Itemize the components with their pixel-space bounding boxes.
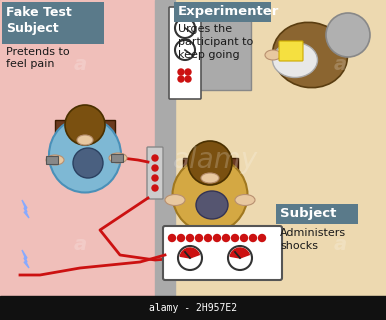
Bar (155, 0, 175, 296)
Bar (173, 0, 386, 296)
Polygon shape (22, 200, 29, 218)
FancyBboxPatch shape (276, 204, 358, 224)
Circle shape (188, 141, 232, 185)
Text: a: a (334, 236, 347, 254)
Circle shape (240, 235, 247, 242)
Text: a: a (73, 236, 86, 254)
Text: a: a (334, 55, 347, 75)
Ellipse shape (173, 157, 247, 233)
Circle shape (249, 235, 257, 242)
Circle shape (169, 235, 176, 242)
Circle shape (228, 246, 252, 270)
Circle shape (326, 13, 370, 57)
Bar (193, 10, 251, 90)
Circle shape (186, 235, 193, 242)
Text: a: a (73, 55, 86, 75)
Circle shape (178, 76, 184, 82)
Circle shape (232, 235, 239, 242)
Ellipse shape (273, 22, 347, 88)
Circle shape (222, 235, 230, 242)
Circle shape (65, 105, 105, 145)
FancyBboxPatch shape (147, 147, 163, 199)
Ellipse shape (201, 173, 219, 183)
Circle shape (152, 165, 158, 171)
Circle shape (178, 69, 184, 75)
Bar (0, 0, 163, 296)
Bar (46, 156, 58, 164)
Bar (55, 120, 115, 165)
Circle shape (205, 235, 212, 242)
Polygon shape (22, 250, 29, 268)
Circle shape (152, 185, 158, 191)
Text: Experimenter: Experimenter (178, 5, 279, 18)
Circle shape (185, 69, 191, 75)
Bar (0, 296, 386, 320)
Ellipse shape (196, 191, 228, 219)
Circle shape (259, 235, 266, 242)
Text: Pretends to
feel pain: Pretends to feel pain (6, 47, 69, 69)
Circle shape (152, 155, 158, 161)
FancyBboxPatch shape (279, 41, 303, 61)
Bar (111, 154, 123, 162)
FancyBboxPatch shape (174, 2, 271, 22)
Ellipse shape (46, 155, 64, 165)
Circle shape (152, 175, 158, 181)
Circle shape (175, 40, 195, 60)
Wedge shape (180, 248, 200, 258)
Wedge shape (230, 248, 249, 258)
Circle shape (178, 246, 202, 270)
Circle shape (185, 76, 191, 82)
Ellipse shape (235, 195, 255, 205)
Text: alamy - 2H957E2: alamy - 2H957E2 (149, 303, 237, 313)
Text: Subject: Subject (280, 207, 336, 220)
Text: alamy: alamy (173, 146, 257, 174)
Text: Administers
shocks: Administers shocks (280, 228, 346, 251)
Ellipse shape (273, 43, 318, 77)
FancyBboxPatch shape (163, 226, 282, 280)
Ellipse shape (49, 117, 121, 193)
Text: Fake Test
Subject: Fake Test Subject (6, 6, 72, 35)
Text: Urges the
participant to
keep going: Urges the participant to keep going (178, 24, 253, 60)
Ellipse shape (73, 148, 103, 178)
Bar (183, 158, 238, 198)
Circle shape (175, 18, 195, 38)
Ellipse shape (165, 195, 185, 205)
FancyBboxPatch shape (2, 2, 104, 44)
FancyBboxPatch shape (169, 7, 201, 99)
Ellipse shape (265, 50, 281, 60)
Circle shape (213, 235, 220, 242)
Ellipse shape (77, 135, 93, 145)
Circle shape (195, 235, 203, 242)
Circle shape (178, 235, 185, 242)
Ellipse shape (109, 153, 127, 163)
